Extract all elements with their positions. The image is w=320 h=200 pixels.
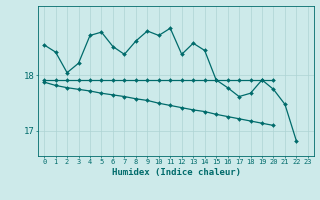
X-axis label: Humidex (Indice chaleur): Humidex (Indice chaleur) [111, 168, 241, 177]
